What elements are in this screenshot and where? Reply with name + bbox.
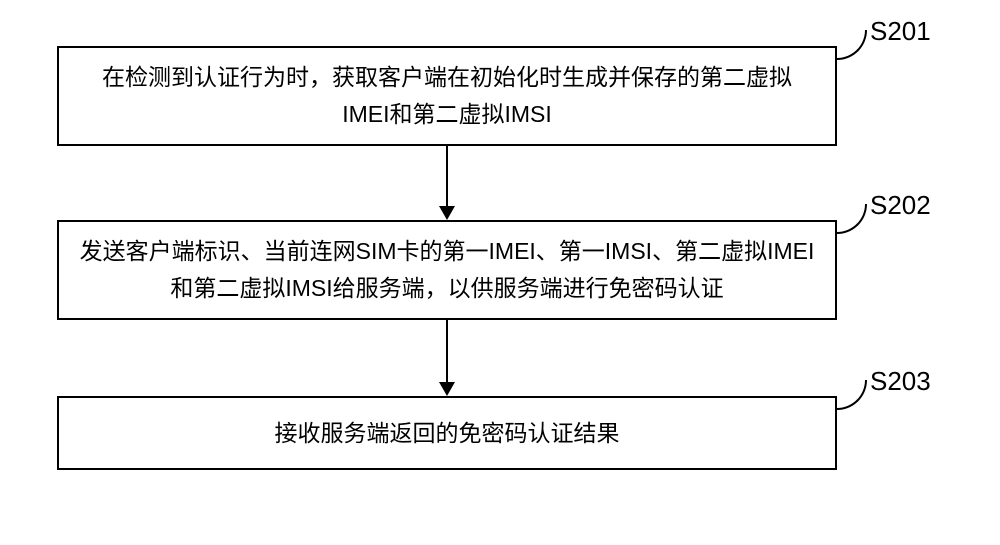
node-1-text: 在检测到认证行为时，获取客户端在初始化时生成并保存的第二虚拟IMEI和第二虚拟I… <box>79 59 815 133</box>
arrow-2-line <box>446 320 448 382</box>
node-3-text: 接收服务端返回的免密码认证结果 <box>275 415 620 452</box>
arrow-1-head <box>439 206 455 220</box>
node-2-text: 发送客户端标识、当前连网SIM卡的第一IMEI、第一IMSI、第二虚拟IMEI和… <box>79 233 815 307</box>
arrow-1-line <box>446 146 448 206</box>
flowchart-container: 在检测到认证行为时，获取客户端在初始化时生成并保存的第二虚拟IMEI和第二虚拟I… <box>0 0 1000 545</box>
flowchart-node-3: 接收服务端返回的免密码认证结果 <box>57 396 837 470</box>
label-connector-2 <box>837 204 867 234</box>
arrow-2-head <box>439 382 455 396</box>
label-connector-3 <box>837 380 867 410</box>
label-connector-1 <box>837 30 867 60</box>
flowchart-node-1: 在检测到认证行为时，获取客户端在初始化时生成并保存的第二虚拟IMEI和第二虚拟I… <box>57 46 837 146</box>
step-label-1: S201 <box>870 16 931 47</box>
step-label-3: S203 <box>870 366 931 397</box>
flowchart-node-2: 发送客户端标识、当前连网SIM卡的第一IMEI、第一IMSI、第二虚拟IMEI和… <box>57 220 837 320</box>
step-label-2: S202 <box>870 190 931 221</box>
